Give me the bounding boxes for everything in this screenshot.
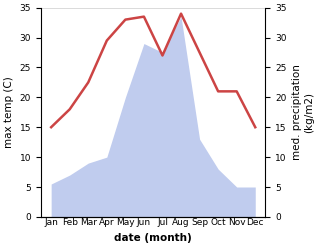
X-axis label: date (month): date (month) bbox=[114, 233, 192, 243]
Y-axis label: max temp (C): max temp (C) bbox=[4, 76, 14, 148]
Y-axis label: med. precipitation
(kg/m2): med. precipitation (kg/m2) bbox=[292, 64, 314, 160]
